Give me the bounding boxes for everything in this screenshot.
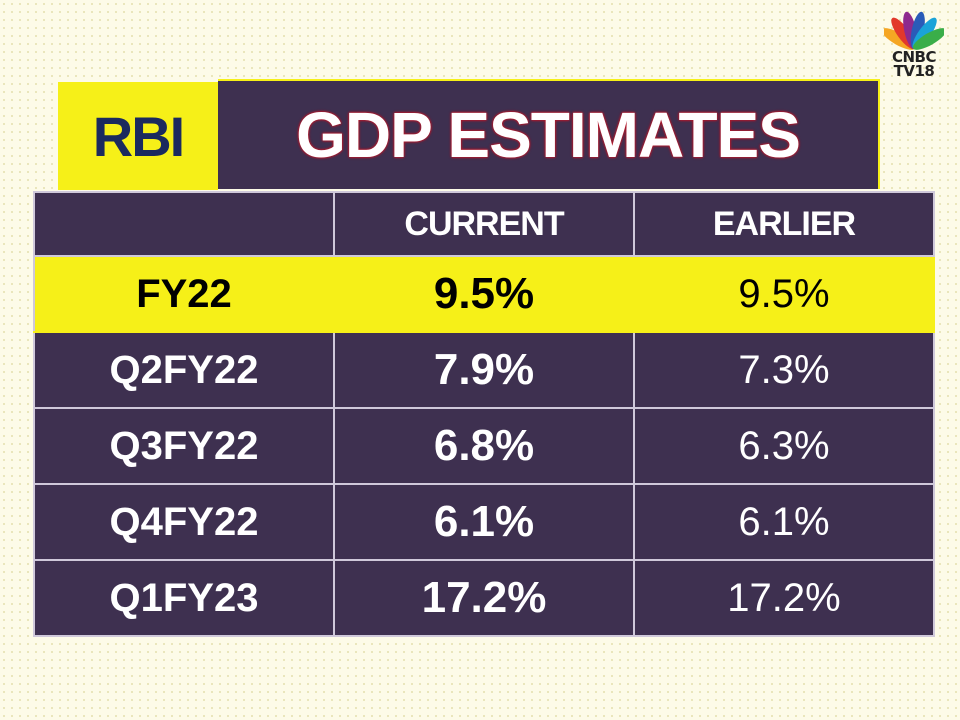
row-label: FY22 xyxy=(33,255,335,333)
header-empty xyxy=(33,191,335,257)
earlier-value: 7.3% xyxy=(633,331,935,409)
earlier-value: 6.1% xyxy=(633,483,935,561)
current-value: 6.8% xyxy=(333,407,635,485)
header-earlier: EARLIER xyxy=(633,191,935,257)
earlier-value: 6.3% xyxy=(633,407,935,485)
logo-text-tv18: TV18 xyxy=(893,62,935,80)
header-current: CURRENT xyxy=(333,191,635,257)
row-label: Q2FY22 xyxy=(33,331,335,409)
table-row: Q3FY22 6.8% 6.3% xyxy=(33,407,935,485)
current-value: 9.5% xyxy=(333,255,635,333)
earlier-value: 17.2% xyxy=(633,559,935,637)
current-value: 7.9% xyxy=(333,331,635,409)
table-row: Q1FY23 17.2% 17.2% xyxy=(33,559,935,637)
peacock-feather xyxy=(912,28,944,50)
table-row: FY22 9.5% 9.5% xyxy=(33,255,935,333)
logo-text-cnbc: CNBC xyxy=(891,48,937,66)
gdp-table: CURRENT EARLIER FY22 9.5% 9.5% Q2FY22 7.9% 7.… xyxy=(33,191,935,637)
cnbc-tv18-logo: CNBC TV18 xyxy=(872,6,956,92)
current-value: 17.2% xyxy=(333,559,635,637)
peacock-icon xyxy=(884,11,944,50)
table-header-row: CURRENT EARLIER xyxy=(33,191,935,257)
earlier-value: 9.5% xyxy=(633,255,935,333)
current-value: 6.1% xyxy=(333,483,635,561)
rbi-badge: RBI xyxy=(58,82,218,190)
table-row: Q2FY22 7.9% 7.3% xyxy=(33,331,935,409)
row-label: Q4FY22 xyxy=(33,483,335,561)
row-label: Q3FY22 xyxy=(33,407,335,485)
page-title: GDP ESTIMATES xyxy=(218,79,880,189)
row-label: Q1FY23 xyxy=(33,559,335,637)
table-row: Q4FY22 6.1% 6.1% xyxy=(33,483,935,561)
